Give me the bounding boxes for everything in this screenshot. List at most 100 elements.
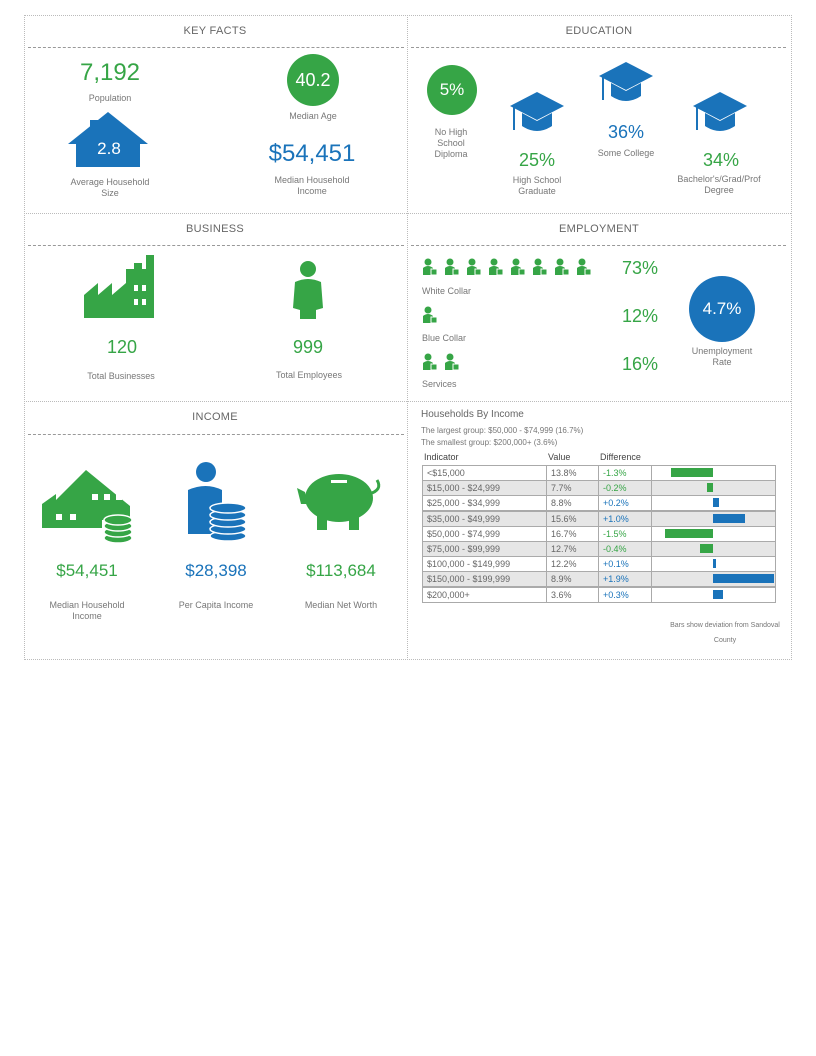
cap-icon (693, 92, 747, 131)
deviation-bar (713, 498, 720, 508)
table-cell: 8.9% (546, 571, 599, 588)
value: 36% (607, 122, 645, 142)
value: 34% (702, 150, 740, 170)
dash (28, 434, 404, 435)
cap-icon (599, 62, 653, 101)
worker-icon (510, 258, 526, 281)
table-cell: $25,000 - $34,999 (422, 495, 547, 512)
table-cell: $150,000 - $199,999 (422, 571, 547, 588)
person-icon (293, 261, 323, 319)
table-cell: $100,000 - $149,999 (422, 556, 547, 573)
factory-icon (84, 255, 154, 318)
section-title: EDUCATION (565, 25, 633, 37)
table-cell: <$15,000 (422, 465, 547, 481)
table-cell: 12.7% (546, 541, 599, 557)
value: 16% (622, 354, 659, 374)
badge: 4.7% (689, 276, 755, 342)
value: 73% (622, 258, 659, 278)
table-cell: +1.9% (598, 571, 652, 588)
worker-icon (554, 258, 570, 281)
table-cell: $35,000 - $49,999 (422, 510, 547, 527)
table-cell: +0.3% (598, 586, 652, 603)
divider (24, 401, 791, 402)
value: 120 (106, 337, 138, 357)
house-icon (68, 112, 148, 167)
section-title: KEY FACTS (183, 25, 247, 37)
worker-icon (422, 306, 438, 329)
value: $113,684 (306, 561, 376, 580)
table-cell: -1.3% (598, 465, 652, 481)
table-cell: 15.6% (546, 510, 599, 527)
table-cell: 12.2% (546, 556, 599, 573)
deviation-bar (665, 528, 713, 538)
divider (407, 15, 408, 658)
label: Median Household Income (274, 175, 350, 196)
label: Median Age (289, 111, 337, 121)
worker-icon (466, 258, 482, 281)
dash (411, 47, 786, 48)
badge: 40.2 (287, 54, 339, 106)
value: 25% (518, 150, 556, 170)
dash (28, 245, 404, 246)
table-cell: 13.8% (546, 465, 599, 481)
label: Total Employees (275, 370, 343, 380)
note: The largest group: $50,000 - $74,999 (16… (421, 426, 584, 435)
section-title: EMPLOYMENT (558, 223, 640, 235)
table-cell: -0.4% (598, 541, 652, 557)
worker-icon (422, 353, 438, 376)
frame (24, 15, 792, 660)
cap-icon (510, 92, 564, 131)
label: Bachelor's/Grad/Prof Degree (677, 174, 761, 195)
label: No High School Diploma (434, 127, 468, 159)
table-cell: +1.0% (598, 510, 652, 527)
note: The smallest group: $200,000+ (3.6%) (421, 438, 558, 447)
value: $54,451 (56, 561, 118, 580)
column-header: Difference (600, 452, 641, 462)
column-header: Value (548, 452, 571, 462)
label: Blue Collar (422, 333, 467, 343)
deviation-bar (706, 483, 713, 493)
table-cell: +0.1% (598, 556, 652, 573)
label: High School Graduate (512, 175, 562, 196)
table-cell: 8.8% (546, 495, 599, 512)
person-coins-icon (188, 462, 247, 542)
piggy-icon (297, 474, 381, 530)
worker-icon (444, 353, 460, 376)
table-cell: $15,000 - $24,999 (422, 480, 547, 497)
table-cell: 16.7% (546, 525, 599, 542)
value: $54,451 (268, 140, 356, 167)
label: Services (422, 379, 457, 389)
note: Bars show deviation from Sandoval County (670, 622, 780, 644)
worker-icon (576, 258, 592, 281)
worker-icon (532, 258, 548, 281)
table-cell (651, 480, 776, 497)
worker-icon (444, 258, 460, 281)
label: Total Businesses (87, 371, 155, 381)
table-cell: -0.2% (598, 480, 652, 497)
section-title: BUSINESS (185, 223, 245, 235)
table-cell (651, 465, 776, 481)
label: Median Household Income (49, 600, 125, 621)
label: Unemployment Rate (691, 346, 753, 367)
label: White Collar (422, 286, 472, 296)
table-title: Households By Income (421, 409, 524, 420)
table-cell (651, 541, 776, 557)
label: Population (88, 93, 132, 103)
table-cell: 3.6% (546, 586, 599, 603)
label: Some College (597, 148, 655, 158)
column-header: Indicator (424, 452, 459, 462)
table-cell: $75,000 - $99,999 (422, 541, 547, 557)
table-cell: $200,000+ (422, 586, 547, 603)
table-cell: -1.5% (598, 525, 652, 542)
label: Average Household Size (70, 177, 150, 198)
divider (24, 213, 791, 214)
table-cell: 7.7% (546, 480, 599, 497)
deviation-bar (713, 559, 717, 569)
value: 2.8 (97, 139, 121, 158)
value: 999 (292, 337, 324, 357)
section-title: INCOME (192, 411, 238, 423)
deviation-bar (671, 468, 713, 477)
badge: 5% (427, 65, 477, 115)
value: $28,398 (185, 561, 247, 580)
dash (411, 245, 786, 246)
